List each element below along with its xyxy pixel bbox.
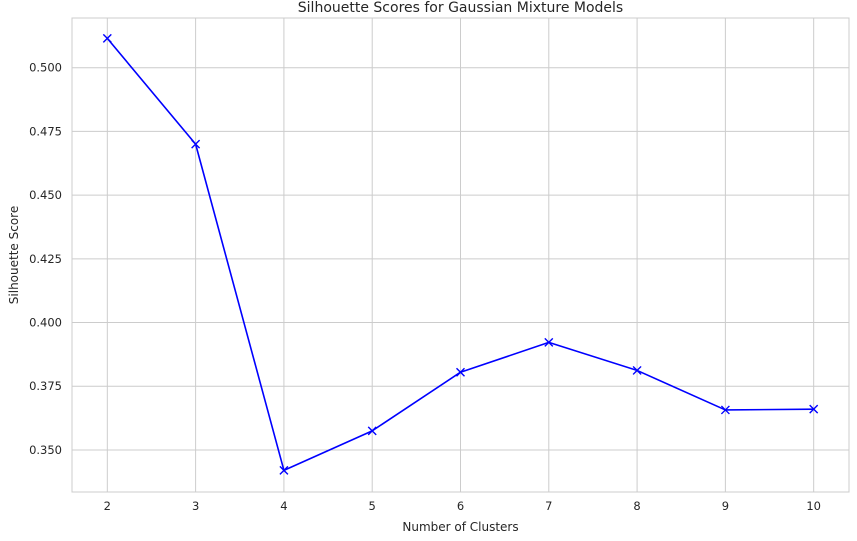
y-tick-label: 0.350 [29, 443, 62, 457]
y-tick-label: 0.450 [29, 188, 62, 202]
x-tick-label: 2 [104, 499, 111, 513]
data-point-marker [720, 405, 730, 415]
x-tick-label: 4 [280, 499, 287, 513]
y-tick-label: 0.400 [29, 316, 62, 330]
y-tick-label: 0.375 [29, 379, 62, 393]
x-tick-label: 10 [806, 499, 821, 513]
y-tick-label: 0.425 [29, 252, 62, 266]
x-tick-labels: 2 3 4 5 6 7 8 9 10 [104, 499, 821, 513]
data-point-marker [456, 367, 465, 377]
y-axis-label: Silhouette Score [7, 206, 21, 304]
x-tick-label: 8 [633, 499, 640, 513]
x-tick-label: 9 [722, 499, 729, 513]
data-point-marker [809, 404, 819, 414]
x-tick-label: 5 [369, 499, 376, 513]
data-point-marker [544, 337, 554, 347]
x-axis-label: Number of Clusters [402, 520, 518, 534]
y-tick-label: 0.500 [29, 61, 62, 75]
plot-frame [71, 17, 850, 493]
data-point-marker [632, 365, 642, 375]
y-tick-labels: 0.350 0.375 0.400 0.425 0.450 0.475 0.500 [29, 61, 62, 457]
x-tick-label: 3 [192, 499, 199, 513]
y-tick-label: 0.475 [29, 124, 62, 138]
data-point-marker [191, 139, 201, 149]
data-point-marker [102, 33, 112, 43]
grid [72, 18, 849, 492]
chart-title: Silhouette Scores for Gaussian Mixture M… [298, 0, 623, 16]
series-group [102, 33, 819, 475]
data-point-marker [367, 426, 377, 436]
x-tick-label: 7 [545, 499, 552, 513]
data-point-marker [279, 465, 289, 475]
x-tick-label: 6 [457, 499, 464, 513]
